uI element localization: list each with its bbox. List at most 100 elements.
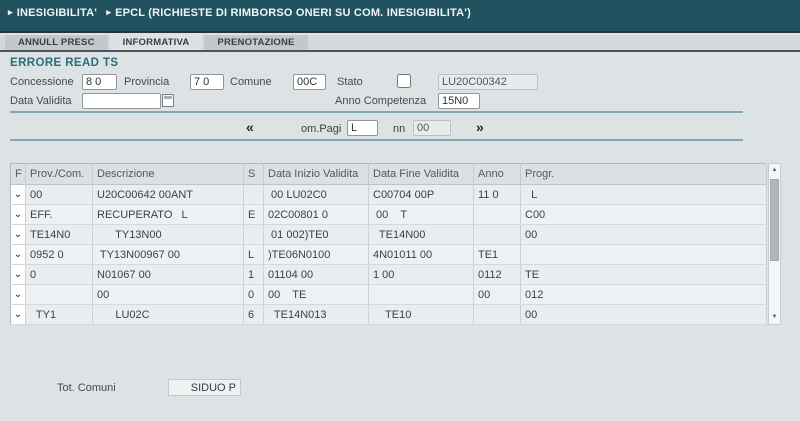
page-number-input[interactable] [347,120,378,136]
title-bar: ▸ INESIGIBILITA' ▸ EPCL (RICHIESTE DI RIMB… [0,0,800,33]
table-cell: 02C00801 0 [263,204,369,225]
calendar-icon[interactable] [162,94,174,107]
table-row: ⌄ TY1 LU02C 6 TE14N013 TE10 00 [10,304,767,325]
data-validita-input[interactable] [82,93,161,109]
column-header-4: Data Inizio Validita [263,163,369,185]
table-cell: 00 [92,284,244,305]
row-expander-icon[interactable]: ⌄ [10,224,26,245]
comune-input[interactable] [293,74,326,90]
table-row: ⌄ EFF. RECUPERATO L E 02C00801 0 00 T C00 [10,204,767,225]
page-title: ERRORE READ TS [10,57,119,69]
page-label: om.Pagi [301,123,342,135]
table-cell: 00 [25,184,93,205]
scrollbar-thumb[interactable] [770,179,779,261]
table-cell: 00 LU02C0 [263,184,369,205]
table-cell [520,244,767,265]
table-cell: 11 0 [473,184,521,205]
row-expander-icon[interactable]: ⌄ [10,304,26,325]
table-cell: TE14N0 [25,224,93,245]
table-cell: 012 [520,284,767,305]
table-row: ⌄ 00 U20C00642 00ANT 00 LU02C0 C00704 00P 11… [10,184,767,205]
table-cell: U20C00642 00ANT [92,184,244,205]
table-row: ⌄ 0 N01067 00 1 01104 00 1 00 0112 TE [10,264,767,285]
table-cell: RECUPERATO L [92,204,244,225]
breadcrumb-item-2: EPCL (RICHIESTE DI RIMBORSO ONERI SU COM… [115,7,471,19]
table-cell: E [243,204,264,225]
anno-competenza-input[interactable] [438,93,480,109]
table-cell [473,304,521,325]
table-cell: L [520,184,767,205]
table-cell: TY1 [25,304,93,325]
concessione-input[interactable] [82,74,117,90]
table-row: ⌄ 00 0 00 TE 00 012 [10,284,767,305]
table-cell: 00 [520,224,767,245]
nn-readonly-field [413,120,451,136]
table-cell: 00 [473,284,521,305]
tab-prenotazione[interactable]: PRENOTAZIONE [204,35,308,50]
tab-informativa[interactable]: INFORMATIVA [109,35,203,50]
row-expander-icon[interactable]: ⌄ [10,184,26,205]
table-cell: 0952 0 [25,244,93,265]
table-cell: TE [520,264,767,285]
divider [10,139,743,141]
data-validita-label: Data Validita [10,95,72,107]
stato-checkbox[interactable] [397,74,411,88]
table-cell: 01104 00 [263,264,369,285]
tot-comuni-field: SIDUO P [168,379,241,396]
table-cell: TE1 [473,244,521,265]
breadcrumb-arrow-icon: ▸ [8,7,13,17]
nn-label: nn [393,123,406,135]
table-row: ⌄ 0952 0 TY13N00967 00 L)TE06N0100 4N01011 … [10,244,767,265]
prev-page-button[interactable]: « [246,119,254,135]
table-cell: 00 TE [263,284,369,305]
column-header-5: Data Fine Validita [368,163,474,185]
breadcrumb-item-1: INESIGIBILITA' [16,7,98,19]
column-header-2: Descrizione [92,163,244,185]
table-cell: 1 [243,264,264,285]
breadcrumb-arrow-icon: ▸ [106,7,112,17]
table-cell: )TE06N0100 [263,244,369,265]
table-cell: 0 [243,284,264,305]
row-expander-icon[interactable]: ⌄ [10,204,26,225]
table-cell [473,224,521,245]
table-cell: 01 002)TE0 [263,224,369,245]
table-cell [473,204,521,225]
table-cell: 6 [243,304,264,325]
scroll-up-icon[interactable]: ▲ [771,167,778,173]
next-page-button[interactable]: » [476,119,484,135]
table-cell: 00 T [368,204,474,225]
table-cell: C00 [520,204,767,225]
table-cell: TY13N00967 00 [92,244,244,265]
table-cell: 00 [520,304,767,325]
provincia-label: Provincia [124,76,170,88]
column-header-1: Prov./Com. [25,163,93,185]
table-cell [243,224,264,245]
table-body: ⌄ 00 U20C00642 00ANT 00 LU02C0 C00704 00P 11… [10,184,767,325]
table-row: ⌄ TE14N0 TY13N00 01 002)TE0 TE14N00 00 [10,224,767,245]
provincia-input[interactable] [190,74,224,90]
table-header-row: F Prov./Com. Descrizione S Data Inizio Valid… [10,163,767,185]
tab-bar: ANNULL PRESC INFORMATIVA PRENOTAZIONE [0,35,800,52]
column-header-0: F [10,163,26,185]
stato-label: Stato [337,76,363,88]
concessione-label: Concessione [10,76,74,88]
table-cell: 0112 [473,264,521,285]
scroll-down-icon[interactable]: ▼ [771,314,778,320]
table-cell [243,184,264,205]
table-cell: N01067 00 [92,264,244,285]
table-cell: TE10 [368,304,474,325]
row-expander-icon[interactable]: ⌄ [10,264,26,285]
row-expander-icon[interactable]: ⌄ [10,244,26,265]
tot-comuni-label: Tot. Comuni [57,382,116,394]
row-expander-icon[interactable]: ⌄ [10,284,26,305]
table-cell [368,284,474,305]
table-cell: C00704 00P [368,184,474,205]
table-scrollbar[interactable]: ▲ ▼ [768,163,781,325]
table-cell: 4N01011 00 [368,244,474,265]
table-cell: TE14N00 [368,224,474,245]
codice-readonly-field [438,74,538,90]
results-table: F Prov./Com. Descrizione S Data Inizio Valid… [10,163,767,325]
tab-annull-presc[interactable]: ANNULL PRESC [5,35,108,50]
comune-label: Comune [230,76,272,88]
